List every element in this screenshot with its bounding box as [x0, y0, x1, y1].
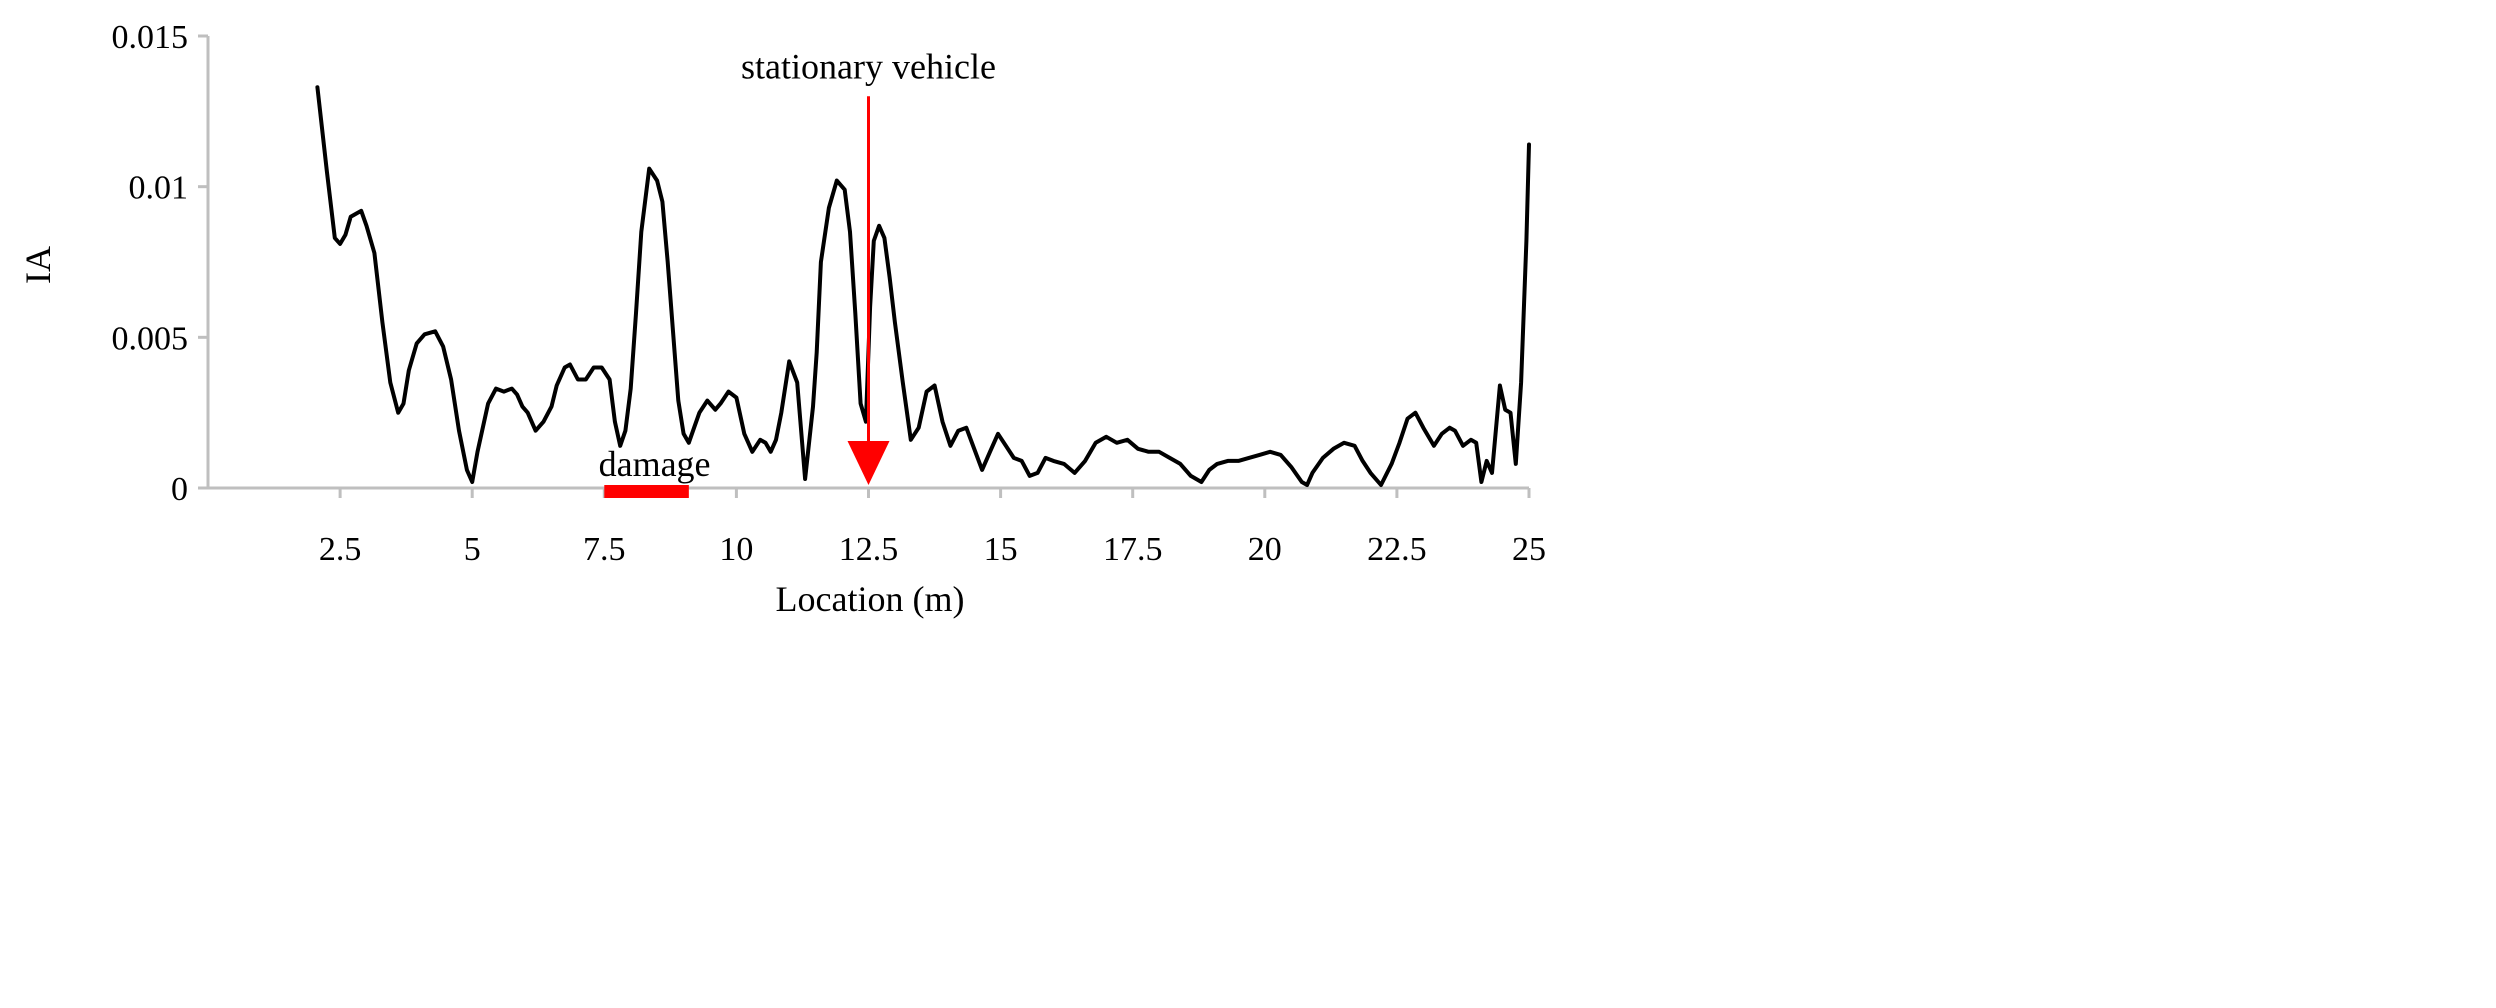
series [315, 85, 1531, 487]
x-tick-label: 20 [1248, 531, 1282, 568]
x-tick-label: 10 [719, 531, 753, 568]
ticks: 0 0.005 0.01 0.015 2.5 5 7.5 10 12.5 15 17.5 20 22.5… [112, 19, 1547, 568]
y-tick-label: 0.005 [112, 320, 189, 357]
x-tick-label: 12.5 [839, 531, 899, 568]
chart: 0 0.005 0.01 0.015 2.5 5 7.5 10 12.5 15 17.5 20 22.5… [0, 0, 1568, 633]
damage-label: damage [599, 444, 711, 484]
stationary-vehicle-arrow-head [847, 440, 890, 485]
annotations: stationary vehicle damage [599, 46, 996, 498]
y-tick-label: 0 [171, 471, 188, 508]
x-tick-label: 2.5 [319, 531, 362, 568]
x-tick-label: 15 [984, 531, 1018, 568]
damage-bar [604, 485, 689, 498]
x-tick-label: 25 [1512, 531, 1546, 568]
x-tick-label: 5 [464, 531, 481, 568]
series-line [315, 85, 1531, 487]
y-tick-label: 0.015 [112, 19, 189, 56]
x-tick-label: 7.5 [583, 531, 626, 568]
x-tick-label: 22.5 [1367, 531, 1427, 568]
x-tick-label: 17.5 [1103, 531, 1163, 568]
y-axis-title: IA [18, 246, 58, 284]
y-tick-label: 0.01 [129, 170, 189, 207]
line-chart: 0 0.005 0.01 0.015 2.5 5 7.5 10 12.5 15 17.5 20 22.5… [18, 19, 1547, 619]
stationary-vehicle-label: stationary vehicle [741, 46, 996, 86]
x-axis-title: Location (m) [776, 579, 965, 619]
